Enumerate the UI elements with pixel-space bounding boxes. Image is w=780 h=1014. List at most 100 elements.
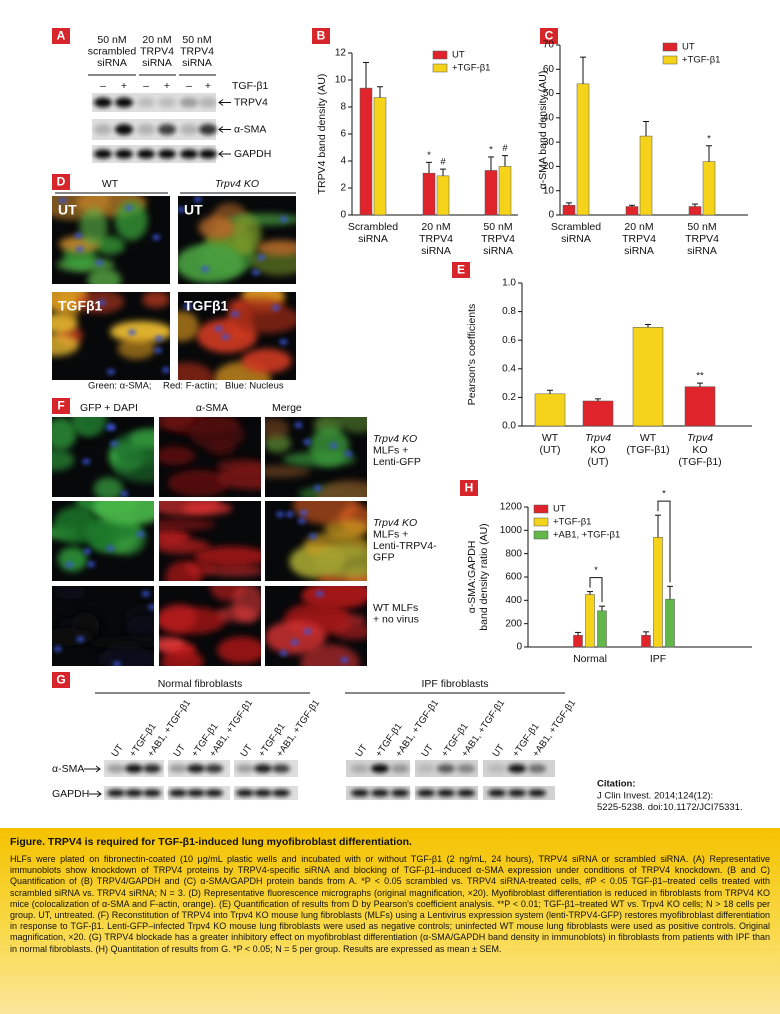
y-tick-label: 0 [548,210,554,221]
nucleus [154,347,163,354]
panel-label-box [460,480,478,496]
legend-swatch [432,63,448,73]
cell [167,469,231,497]
blot-band [107,789,125,797]
micrograph [178,292,296,380]
legend-label: +TGF-β1 [452,63,490,74]
nucleus [184,303,193,310]
panel-label: E [457,263,465,277]
nucleus [221,333,230,340]
cell [159,518,216,531]
legend-label: UT [682,42,695,53]
cell [114,200,148,241]
y-tick-label: 4 [340,156,346,167]
nucleus [231,311,240,318]
x-tick-label: TRPV4 [419,233,453,245]
blot-band [199,149,217,159]
blot-band [199,124,217,135]
nucleus [58,197,67,204]
nucleus [97,299,106,306]
significance-bracket [657,500,671,583]
lane-label: UT [172,742,188,759]
blot-band [143,764,161,773]
x-tick-label: WT [640,432,657,444]
x-tick-label: Scrambled [551,221,601,233]
nucleus [105,423,114,430]
lane-header: TRPV4 [180,45,214,57]
micrograph [52,501,154,581]
bar [688,206,702,216]
legend-swatch [662,55,678,65]
blot-band [508,764,526,773]
bar [653,537,663,648]
caption-body: HLFs were plated on fibronectin-coated (… [10,854,770,954]
y-tick-label: 8 [340,102,346,113]
cell [189,418,245,450]
bar [684,386,716,427]
panel-label-box [312,28,330,44]
bar [597,610,607,648]
x-tick-label: (TGF-β1) [626,444,669,456]
y-axis-label: TRPV4 band density (AU) [316,74,328,195]
blot-band [508,789,526,797]
y-tick-label: 0 [340,210,346,221]
nucleus [279,650,288,657]
bar [373,97,387,216]
legend-label: +TGF-β1 [682,55,720,66]
cell [52,417,77,450]
blot-band [417,789,435,797]
nucleus [201,266,210,273]
lane-header: 50 nM [97,34,126,46]
panel-label-box [540,28,558,44]
cell [265,465,311,478]
blot-band [437,764,455,773]
legend-swatch [533,517,549,527]
x-tick-label: Trpv4 [585,432,611,444]
x-tick-label: 20 nM [624,221,653,233]
micrograph [178,196,296,284]
micrograph [265,501,367,581]
panel-label: C [545,29,554,43]
nucleus [148,604,154,611]
lane-label: UT [239,742,255,759]
cell [313,544,367,578]
cell [316,480,367,497]
legend-swatch [662,42,678,52]
blot-band [391,764,409,773]
y-tick-label: 800 [505,548,522,559]
blot-band [236,764,254,773]
cell [160,649,204,666]
blot-band [180,149,198,159]
cell [56,292,81,322]
lane-header: siRNA [97,57,127,69]
nucleus [329,442,338,449]
y-tick-label: 1.0 [502,278,516,289]
lane-header: 20 nM [142,34,171,46]
blot-band [254,789,272,797]
column-label: α-SMA [196,402,228,414]
arrow-head [218,99,224,106]
nucleus [95,259,104,266]
row-label: GAPDH [52,788,89,800]
panel-label: H [465,481,474,495]
significance-bracket [589,577,603,603]
nucleus [297,518,306,525]
row-label: MLFs + [373,528,408,540]
y-tick-label: 2 [340,183,346,194]
significance-marker: * [594,565,598,576]
panel-label: F [57,399,64,413]
x-tick-label: siRNA [687,245,717,257]
stain-legend: Red: F-actin; [163,381,217,392]
significance-marker: * [707,133,711,144]
nucleus [83,548,92,555]
nucleus [308,533,317,540]
nucleus [178,206,185,213]
y-axis-label: Pearson's coefficients [466,304,478,406]
cell [117,337,156,360]
x-tick-label: siRNA [483,245,513,257]
blot-band [169,764,187,773]
cell [113,450,154,483]
cell [338,417,367,434]
x-tick-label: 50 nM [483,221,512,233]
